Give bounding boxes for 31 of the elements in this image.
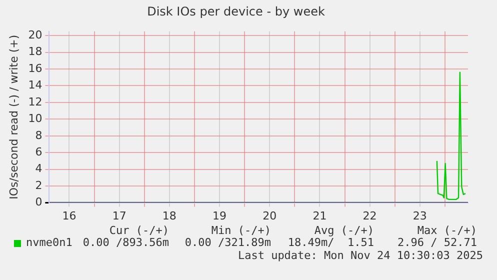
y-axis-title: IOs/second read (-) / write (+) (7, 34, 20, 200)
y-tick-label: 20 (28, 28, 42, 42)
y-tick-label: 0 (35, 196, 42, 209)
legend-label: nvme0n1 (26, 236, 72, 249)
y-tick-label: 2 (35, 178, 42, 192)
text: Max (-/+) (417, 224, 477, 237)
x-tick-label: 17 (112, 209, 126, 222)
text: 2.96 / 52.71 (398, 236, 477, 249)
y-tick-label: 4 (35, 162, 42, 176)
y-tick-label: 10 (28, 112, 42, 126)
text: Avg (-/+) (314, 224, 374, 237)
y-tick-label: 18 (28, 45, 42, 58)
text: 0.00 /321.89m (184, 236, 271, 249)
x-tick-label: 23 (412, 209, 427, 222)
x-tick-label: 21 (312, 209, 327, 222)
text: Cur (-/+) (109, 224, 169, 237)
y-tick-label: 16 (28, 62, 42, 75)
x-tick-label: 18 (162, 209, 176, 222)
x-tick-label: 20 (262, 209, 277, 222)
text: 0.00 /893.56m (82, 236, 169, 249)
text: Last update: Mon Nov 24 10:30:03 2025 (238, 249, 483, 262)
y-tick-label: 8 (35, 128, 42, 142)
chart-title: Disk IOs per device - by week (147, 4, 325, 18)
text: 18.49m/ 1.51 (288, 236, 374, 249)
x-tick-label: 16 (62, 209, 76, 222)
y-tick-label: 14 (28, 78, 42, 92)
x-tick-label: 19 (212, 209, 227, 222)
y-tick-label: 6 (35, 145, 42, 158)
y-tick-label: 12 (28, 95, 42, 108)
x-tick-label: 22 (362, 209, 377, 222)
text: Min (-/+) (211, 224, 271, 237)
